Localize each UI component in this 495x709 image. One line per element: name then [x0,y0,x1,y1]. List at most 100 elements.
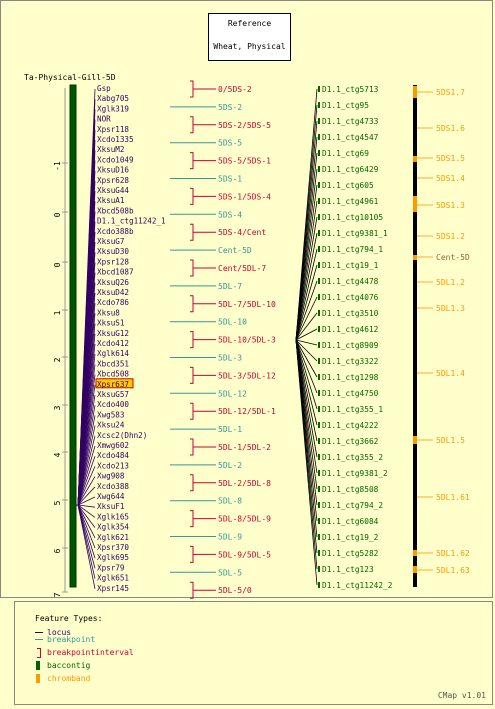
locus-label[interactable]: Xabg705 [97,94,129,103]
contig-label[interactable]: D1.1_ctg4478 [322,277,379,286]
locus-label[interactable]: XksuF1 [97,502,125,511]
breakpoint-interval-bracket[interactable] [190,510,194,528]
locus-label[interactable]: XksuD30 [97,247,129,256]
contig-label[interactable]: D1.1_ctg19_1 [322,261,379,270]
chromband-label[interactable]: Cent-5D [436,253,470,262]
breakpoint-interval-label[interactable]: 5DL-12/5DL-1 [218,407,276,416]
locus-label[interactable]: Xcdo388 [97,482,129,491]
breakpoint-interval-label[interactable]: 5DL-2/5DL-8 [218,479,271,488]
locus-label[interactable]: Xpsr79 [97,563,125,572]
locus-label[interactable]: Xglk165 [97,512,129,521]
breakpoint-label[interactable]: 5DL-12 [218,389,247,398]
contig-label[interactable]: D1.1_ctg4961 [322,197,379,206]
breakpoint-interval-label[interactable]: 5DL-10/5DL-3 [218,336,276,345]
chromband-label[interactable]: 5DL1.5 [436,436,465,445]
locus-label[interactable]: XksuD16 [97,166,129,175]
breakpoint-interval-label[interactable]: Cent/5DL-7 [218,264,266,273]
chromband-label[interactable]: 5DL1.2 [436,278,465,287]
locus-label[interactable]: Xpsr128 [97,257,129,266]
breakpoint-label[interactable]: Cent-5D [218,246,252,255]
reference-chromosome-bar[interactable] [69,84,77,588]
locus-label[interactable]: Xpsr145 [97,584,129,593]
locus-label[interactable]: Xcdo1049 [97,155,134,164]
contig-label[interactable]: D1.1_ctg9381_1 [322,229,388,238]
breakpoint-interval-bracket[interactable] [190,402,194,420]
breakpoint-interval-bracket[interactable] [190,295,194,313]
chromband-label[interactable]: 5DL1.4 [436,369,465,378]
contig-label[interactable]: D1.1_ctg6084 [322,517,379,526]
locus-label[interactable]: Xcdo400 [97,400,129,409]
locus-label[interactable]: Xcsc2(Dhn2) [97,431,147,440]
breakpoint-label[interactable]: 5DL-3 [218,354,242,363]
contig-label[interactable]: D1.1_ctg3662 [322,437,379,446]
locus-label[interactable]: Xglk354 [97,523,129,532]
contig-label[interactable]: D1.1_ctg9381_2 [322,469,388,478]
locus-label[interactable]: Xbcd508b [97,206,134,215]
breakpoint-label[interactable]: 5DL-10 [218,318,247,327]
contig-label[interactable]: D1.1_ctg4222 [322,421,379,430]
locus-label[interactable]: Xcdo484 [97,451,129,460]
contig-label[interactable]: D1.1_ctg4750 [322,389,379,398]
locus-label[interactable]: Xglk614 [97,349,129,358]
locus-label[interactable]: XksuS1 [97,319,125,328]
contig-label[interactable]: D1.1_ctg6429 [322,165,379,174]
contig-label[interactable]: D1.1_ctg69 [322,149,369,158]
locus-label[interactable]: XksuG7 [97,237,124,246]
locus-label[interactable]: XksuM2 [97,145,124,154]
breakpoint-interval-bracket[interactable] [190,259,194,277]
breakpoint-interval-bracket[interactable] [190,545,194,563]
contig-label[interactable]: D1.1_ctg1298 [322,373,379,382]
contig-label[interactable]: D1.1_ctg8508 [322,485,379,494]
breakpoint-label[interactable]: 5DL-9 [218,533,242,542]
locus-label[interactable]: XksuG57 [97,390,129,399]
locus-label[interactable]: Xcdo1335 [97,135,134,144]
contig-label[interactable]: D1.1_ctg95 [322,101,369,110]
breakpoint-interval-label[interactable]: 5DS-5/5DS-1 [218,157,271,166]
breakpoint-interval-bracket[interactable] [190,366,194,384]
locus-label[interactable]: Xwg583 [97,410,124,419]
chromband-label[interactable]: 5DL1.62 [436,549,470,558]
locus-label[interactable]: Xwg644 [97,492,125,501]
chromband-label[interactable]: 5DS1.4 [436,174,465,183]
breakpoint-interval-label[interactable]: 0/5DS-2 [218,85,252,94]
breakpoint-interval-bracket[interactable] [190,223,194,241]
locus-label[interactable]: XksuQ26 [97,278,129,287]
contig-label[interactable]: D1.1_ctg794_2 [322,501,383,510]
breakpoint-label[interactable]: 5DL-2 [218,461,242,470]
locus-label[interactable]: Xcdo388b [97,227,134,236]
chromband-label[interactable]: 5DS1.5 [436,154,465,163]
breakpoint-interval-label[interactable]: 5DL-3/5DL-12 [218,371,276,380]
breakpoint-interval-label[interactable]: 5DL-1/5DL-2 [218,443,271,452]
breakpoint-interval-label[interactable]: 5DL-7/5DL-10 [218,300,276,309]
locus-label[interactable]: XksuG12 [97,329,129,338]
chromband-label[interactable]: 5DS1.6 [436,124,465,133]
breakpoint-interval-label[interactable]: 5DL-5/0 [218,586,252,595]
locus-label[interactable]: Xbcd1087 [97,268,134,277]
breakpoint-interval-label[interactable]: 5DS-1/5DS-4 [218,192,271,201]
reference-species[interactable]: Wheat, Physical [213,42,286,51]
locus-label[interactable]: Xglk651 [97,574,129,583]
breakpoint-interval-label[interactable]: 5DS-4/Cent [218,228,266,237]
breakpoint-interval-bracket[interactable] [190,152,194,170]
locus-label[interactable]: Xglk319 [97,104,129,113]
chromband-label[interactable]: 5DL1.3 [436,304,465,313]
breakpoint-label[interactable]: 5DL-8 [218,497,242,506]
locus-label[interactable]: Xmwg602 [97,441,129,450]
contig-label[interactable]: D1.1_ctg5713 [322,85,379,94]
chromband-bar[interactable] [413,85,417,587]
contig-label[interactable]: D1.1_ctg4612 [322,325,379,334]
breakpoint-label[interactable]: 5DS-1 [218,175,242,184]
contig-label[interactable]: D1.1_ctg794_1 [322,245,383,254]
contig-label[interactable]: D1.1_ctg355_1 [322,405,383,414]
breakpoint-interval-bracket[interactable] [190,187,194,205]
breakpoint-interval-label[interactable]: 5DL-8/5DL-9 [218,515,271,524]
chromband-label[interactable]: 5DS1.7 [436,88,465,97]
contig-label[interactable]: D1.1_ctg4733 [322,117,379,126]
contig-label[interactable]: D1.1_ctg3510 [322,309,379,318]
contig-label[interactable]: D1.1_ctg3322 [322,357,379,366]
locus-label[interactable]: Xbcd508 [97,370,129,379]
locus-label[interactable]: Xcdo213 [97,461,129,470]
breakpoint-label[interactable]: 5DL-7 [218,282,242,291]
locus-label[interactable]: XksuD42 [97,288,129,297]
contig-label[interactable]: D1.1_ctg605 [322,181,374,190]
